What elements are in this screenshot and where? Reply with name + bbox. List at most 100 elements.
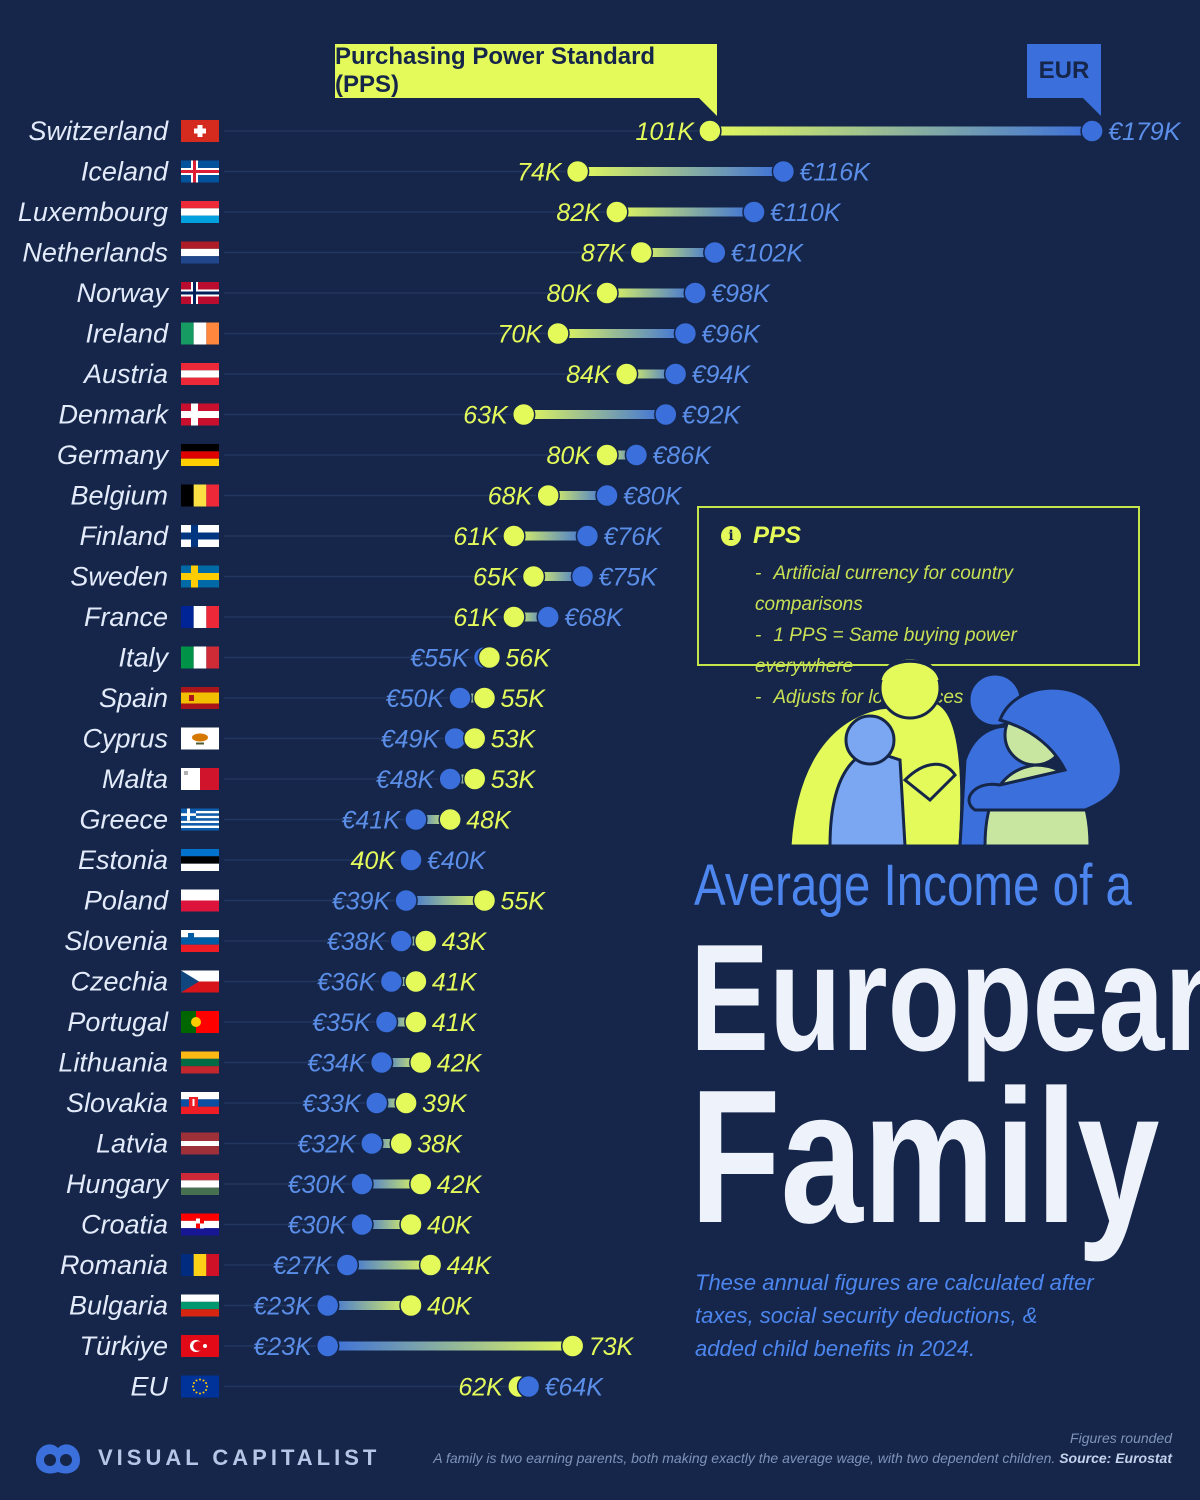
flag-turkiye xyxy=(181,1335,219,1357)
subtitle: These annual figures are calculated afte… xyxy=(695,1270,1094,1361)
flag-bulgaria xyxy=(181,1294,219,1317)
chart-row-poland: Poland €39K 55K xyxy=(84,886,546,916)
flag-norway xyxy=(181,282,219,304)
chart-row-ireland: Ireland 70K €96K xyxy=(85,319,761,349)
chart-row-bulgaria: Bulgaria €23K 40K xyxy=(69,1291,473,1321)
eur-point xyxy=(443,726,467,751)
footer-note: A family is two earning parents, both ma… xyxy=(433,1450,1172,1466)
dumbbell-bar xyxy=(558,329,686,338)
eur-point xyxy=(350,1172,374,1196)
chart-row-hungary: Hungary €30K 42K xyxy=(66,1169,483,1199)
eur-value-label: €27K xyxy=(273,1252,333,1280)
country-label: Romania xyxy=(60,1250,168,1280)
dumbbell-bar xyxy=(327,1301,411,1310)
eur-value-label: €35K xyxy=(312,1009,372,1037)
flag-france xyxy=(181,606,219,628)
country-label: Slovenia xyxy=(64,926,168,956)
pps-value-label: 44K xyxy=(447,1252,493,1280)
country-label: Luxembourg xyxy=(18,197,168,227)
eur-point xyxy=(683,281,707,305)
dumbbell-bar xyxy=(641,248,715,257)
pps-value-label: 53K xyxy=(491,766,537,794)
eur-value-label: €102K xyxy=(731,240,805,268)
country-label: Denmark xyxy=(58,400,169,430)
eur-value-label: €76K xyxy=(603,523,663,551)
dumbbell-bar xyxy=(415,815,451,824)
chart-row-malta: Malta €48K 53K xyxy=(102,764,537,794)
country-label: Slovakia xyxy=(66,1088,168,1118)
pps-point xyxy=(404,1010,428,1034)
flag-slovakia xyxy=(181,1092,219,1114)
eur-point xyxy=(379,969,404,994)
flag-eu xyxy=(181,1375,219,1398)
country-label: Switzerland xyxy=(28,116,169,146)
chart-row-slovenia: Slovenia €38K 43K xyxy=(64,926,487,956)
dumbbell-bar xyxy=(362,1179,421,1189)
eur-point xyxy=(1080,119,1104,143)
chart-row-estonia: Estonia 40K €40K xyxy=(78,845,487,875)
eur-value-label: €116K xyxy=(799,159,871,187)
flag-austria xyxy=(181,363,219,385)
dumbbell-bar xyxy=(391,977,416,986)
pps-point xyxy=(418,1253,443,1277)
info-icon: i xyxy=(721,526,741,546)
pps-point xyxy=(477,645,502,670)
eur-value-label: €39K xyxy=(332,888,392,916)
pps-value-label: 70K xyxy=(498,321,544,349)
flag-poland xyxy=(181,889,219,912)
flag-spain xyxy=(181,687,219,709)
pps-value-label: 48K xyxy=(466,807,512,835)
dumbbell-bar xyxy=(513,531,588,541)
pps-value-label: 55K xyxy=(501,685,547,713)
dumbbell-bar xyxy=(709,126,1093,136)
pps-value-label: 41K xyxy=(432,1009,478,1037)
eur-point xyxy=(350,1212,374,1237)
dumbbell-bar xyxy=(523,410,666,419)
country-label: Poland xyxy=(84,886,169,916)
info-item: 1 PPS = Same buying power everywhere xyxy=(755,620,1118,682)
legend-eur-label: EUR xyxy=(1038,57,1090,84)
flag-romania xyxy=(181,1254,219,1276)
eur-value-label: €33K xyxy=(302,1090,362,1118)
eur-value-label: €80K xyxy=(623,483,683,511)
country-label: Portugal xyxy=(67,1007,169,1037)
pps-point xyxy=(698,119,722,143)
chart-row-czechia: Czechia €36K 41K xyxy=(70,967,477,997)
flag-lithuania xyxy=(181,1051,219,1074)
pps-point xyxy=(629,240,654,265)
pps-value-label: 73K xyxy=(589,1333,635,1361)
eur-point xyxy=(771,159,796,184)
chart-row-türkiye: Türkiye €23K 73K xyxy=(79,1331,634,1361)
pps-value-label: 65K xyxy=(473,564,519,592)
country-label: Croatia xyxy=(81,1210,168,1240)
country-label: Netherlands xyxy=(22,238,168,268)
dumbbell-bar xyxy=(401,936,426,946)
pps-point xyxy=(546,321,570,346)
country-label: Iceland xyxy=(81,157,169,187)
title-line1: Average Income of a xyxy=(694,853,1133,918)
flag-malta xyxy=(181,768,219,790)
eur-value-label: €75K xyxy=(599,564,659,592)
eur-point xyxy=(315,1334,340,1358)
flag-belgium xyxy=(181,484,219,507)
flag-italy xyxy=(181,646,219,669)
pps-point xyxy=(511,402,536,427)
pps-point xyxy=(409,1172,433,1196)
country-label: Malta xyxy=(102,764,168,794)
eur-value-label: €179K xyxy=(1108,118,1182,146)
pps-point xyxy=(399,1212,423,1237)
flag-netherlands xyxy=(181,241,219,264)
country-label: Ireland xyxy=(85,319,169,349)
eur-value-label: €98K xyxy=(711,280,771,308)
dumbbell-bar xyxy=(347,1260,431,1270)
eur-point xyxy=(364,1091,389,1115)
pps-point xyxy=(536,483,560,508)
chart-row-finland: Finland 61K €76K xyxy=(79,521,663,551)
dumbbell-bar xyxy=(327,1341,573,1351)
country-label: Lithuania xyxy=(58,1048,168,1078)
pps-point xyxy=(565,159,590,184)
chart-row-iceland: Iceland 74K €116K xyxy=(81,157,871,187)
dumbbell-bar xyxy=(577,167,784,176)
pps-value-label: 43K xyxy=(442,928,488,956)
pps-point xyxy=(595,281,619,305)
